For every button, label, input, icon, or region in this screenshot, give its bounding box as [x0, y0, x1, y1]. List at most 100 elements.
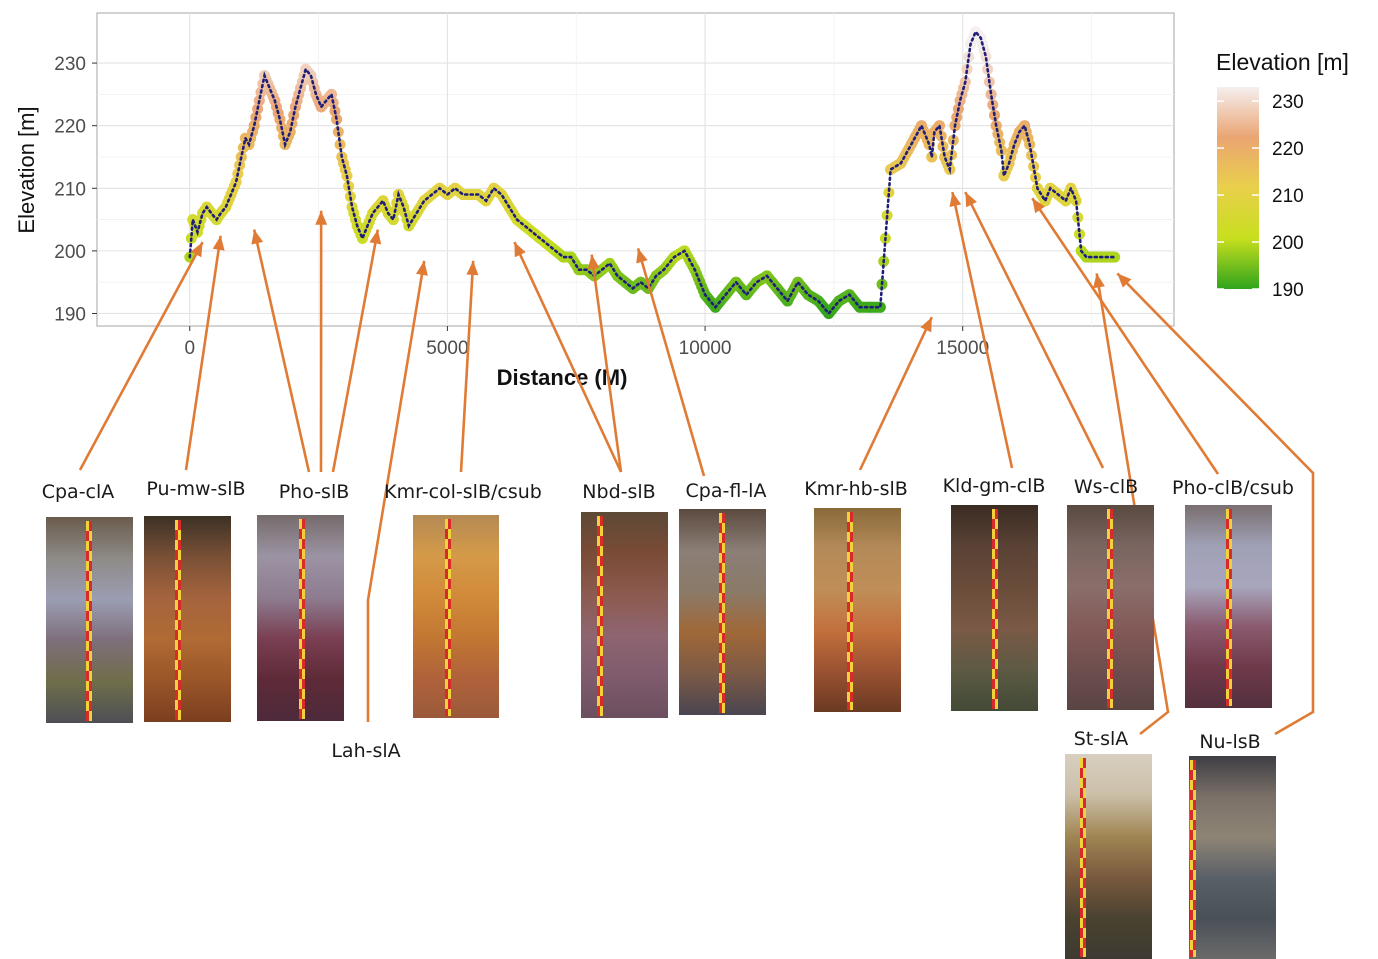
tape-segment — [992, 559, 995, 569]
tape-segment — [995, 629, 998, 639]
tape-segment — [86, 571, 89, 581]
tape-segment — [445, 519, 448, 529]
tape-segment — [1107, 589, 1110, 599]
tape-segment — [1226, 589, 1229, 599]
tape-segment — [1107, 699, 1110, 708]
arrow-head — [965, 192, 977, 208]
tape-segment — [1190, 920, 1193, 930]
tape-segment — [1107, 579, 1110, 589]
site-arrow — [949, 191, 1014, 469]
tape-segment — [1083, 848, 1086, 858]
tape-segment — [89, 631, 92, 641]
tape-segment — [445, 539, 448, 549]
tape-segment — [178, 550, 181, 560]
tape-segment — [86, 621, 89, 631]
arrow-shaft — [184, 235, 222, 471]
tape-segment — [175, 700, 178, 710]
arrow-head — [369, 229, 382, 245]
soil-profile-label: Cpa-clA — [42, 481, 115, 503]
tape-segment — [722, 533, 725, 543]
y-axis-title: Elevation [m] — [14, 106, 39, 233]
tape-segment — [1107, 639, 1110, 649]
tape-segment — [299, 519, 302, 529]
tape-segment — [448, 539, 451, 549]
x-axis-ticks: 0 5000 10000 15000 — [184, 326, 989, 359]
tape-segment — [1083, 858, 1086, 868]
tape-segment — [597, 566, 600, 576]
tape-segment — [1226, 659, 1229, 669]
tape-segment — [178, 650, 181, 660]
tape-segment — [1229, 519, 1232, 529]
tape-segment — [719, 523, 722, 533]
tape-segment — [299, 649, 302, 659]
tape-segment — [89, 671, 92, 681]
tape-segment — [850, 592, 853, 602]
tape-segment — [1190, 810, 1193, 820]
tape-segment — [178, 580, 181, 590]
soil-profile-label: Kmr-col-slB/csub — [384, 481, 542, 503]
tape-segment — [1083, 908, 1086, 918]
x-axis-title: Distance (M) — [497, 365, 628, 390]
tape-segment — [178, 590, 181, 600]
tape-segment — [299, 659, 302, 669]
tape-segment — [1193, 770, 1196, 780]
tape-segment — [302, 519, 305, 529]
tape-segment — [175, 660, 178, 670]
tape-segment — [1190, 850, 1193, 860]
arrow-shaft — [1031, 197, 1220, 475]
tape-segment — [302, 689, 305, 699]
tape-segment — [302, 599, 305, 609]
tape-segment — [850, 602, 853, 612]
tape-segment — [1110, 609, 1113, 619]
tape-segment — [992, 539, 995, 549]
tape-segment — [1226, 599, 1229, 609]
tape-segment — [445, 619, 448, 629]
tape-segment — [89, 601, 92, 611]
tape-segment — [1107, 519, 1110, 529]
tape-segment — [597, 646, 600, 656]
tape-segment — [175, 540, 178, 550]
tape-segment — [1229, 569, 1232, 579]
arrow-shaft — [513, 241, 623, 473]
tape-segment — [719, 553, 722, 563]
tape-segment — [89, 521, 92, 531]
tape-segment — [1193, 780, 1196, 790]
tape-segment — [597, 546, 600, 556]
tape-segment — [992, 669, 995, 679]
tape-segment — [722, 693, 725, 703]
elevation-point — [985, 88, 997, 100]
tape-segment — [847, 602, 850, 612]
tape-segment — [299, 699, 302, 709]
tape-segment — [719, 543, 722, 553]
tape-segment — [1226, 509, 1229, 519]
tape-segment — [600, 516, 603, 526]
tape-segment — [850, 652, 853, 662]
tape-segment — [1080, 768, 1083, 778]
site-arrow — [251, 229, 311, 473]
tape-segment — [992, 569, 995, 579]
tape-segment — [1083, 808, 1086, 818]
tape-segment — [1190, 840, 1193, 850]
tape-segment — [1080, 758, 1083, 768]
tape-segment — [597, 656, 600, 666]
tape-segment — [1229, 539, 1232, 549]
y-tick-label: 220 — [54, 117, 86, 138]
elevation-profile-line — [188, 29, 1116, 316]
tape-segment — [299, 599, 302, 609]
tape-segment — [847, 622, 850, 632]
tape-segment — [178, 540, 181, 550]
tape-segment — [445, 569, 448, 579]
tape-segment — [1083, 838, 1086, 848]
tape-segment — [992, 609, 995, 619]
tape-segment — [1110, 509, 1113, 519]
tape-segment — [1193, 790, 1196, 800]
soil-profile-label: St-slA — [1074, 728, 1129, 750]
tape-segment — [302, 659, 305, 669]
arrow-shaft — [252, 229, 311, 473]
tape-segment — [1229, 589, 1232, 599]
soil-profile-photo — [413, 515, 499, 718]
soil-profile-photo — [1189, 756, 1276, 959]
tape-segment — [995, 679, 998, 689]
tape-segment — [1080, 948, 1083, 957]
tape-segment — [445, 679, 448, 689]
